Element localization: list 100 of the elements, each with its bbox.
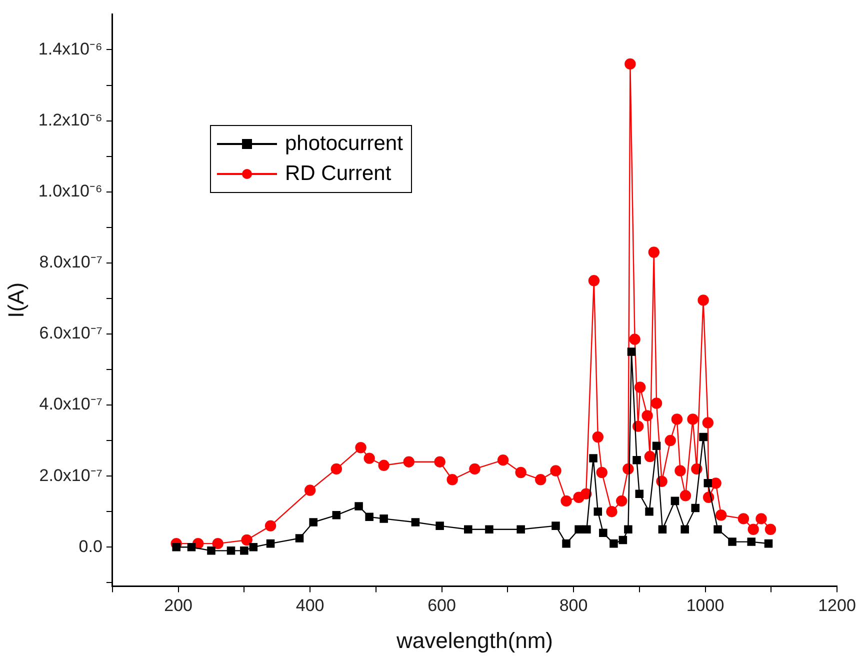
y-tick-label: 4.0x10⁻⁷ bbox=[39, 394, 102, 414]
y-tick-label: 1.4x10⁻⁶ bbox=[38, 39, 102, 58]
point bbox=[365, 512, 374, 522]
point bbox=[436, 522, 444, 530]
point bbox=[764, 524, 776, 535]
y-tick-label: 8.0x10⁻⁷ bbox=[39, 252, 102, 272]
y-tick-label: 2.0x10⁻⁷ bbox=[39, 466, 102, 485]
point bbox=[240, 546, 248, 555]
y-tick-label: 1.2x10⁻⁶ bbox=[38, 110, 102, 130]
point bbox=[516, 525, 525, 534]
point bbox=[702, 417, 714, 428]
x-tick-label: 800 bbox=[559, 596, 588, 616]
point bbox=[658, 525, 667, 534]
point bbox=[747, 538, 756, 546]
point bbox=[596, 466, 608, 478]
x-tick-label: 400 bbox=[296, 596, 324, 616]
point bbox=[226, 546, 236, 555]
point bbox=[616, 495, 628, 507]
y-tick-label: 1.0x10⁻⁶ bbox=[38, 182, 102, 201]
point bbox=[515, 466, 526, 478]
point bbox=[464, 525, 472, 534]
x-axis-title: wavelength(nm) bbox=[395, 628, 553, 653]
point bbox=[644, 450, 656, 462]
point bbox=[330, 463, 342, 475]
x-tick-label: 1000 bbox=[686, 596, 724, 616]
point bbox=[411, 518, 420, 526]
point bbox=[589, 454, 598, 462]
point bbox=[354, 502, 363, 510]
x-tick-label: 200 bbox=[164, 596, 192, 616]
point bbox=[309, 518, 318, 526]
point bbox=[691, 504, 700, 512]
point bbox=[618, 536, 628, 544]
point bbox=[664, 434, 676, 446]
point bbox=[629, 334, 640, 345]
point bbox=[355, 442, 366, 454]
point bbox=[249, 542, 258, 552]
point bbox=[728, 538, 736, 546]
point bbox=[594, 507, 602, 516]
point bbox=[627, 348, 636, 356]
point bbox=[610, 539, 618, 548]
point bbox=[172, 542, 180, 552]
point bbox=[756, 513, 767, 524]
point bbox=[497, 454, 509, 466]
point bbox=[648, 246, 660, 258]
legend-label: photocurrent bbox=[285, 131, 403, 157]
x-tick-label: 1200 bbox=[818, 596, 856, 616]
point bbox=[562, 539, 570, 548]
point bbox=[680, 490, 692, 502]
point bbox=[380, 514, 388, 523]
point bbox=[364, 452, 375, 464]
point bbox=[674, 465, 686, 476]
point bbox=[671, 414, 683, 425]
point bbox=[652, 442, 661, 450]
y-tick-label: 6.0x10⁻⁷ bbox=[39, 324, 102, 343]
point bbox=[634, 382, 646, 393]
point bbox=[642, 410, 653, 422]
point bbox=[446, 474, 458, 486]
point bbox=[599, 528, 608, 538]
point bbox=[295, 534, 304, 542]
point bbox=[378, 460, 390, 472]
point bbox=[580, 488, 592, 500]
point bbox=[332, 511, 341, 520]
point bbox=[304, 484, 316, 496]
point bbox=[710, 478, 722, 489]
legend-label: RD Current bbox=[285, 161, 392, 187]
point bbox=[187, 542, 196, 552]
point bbox=[534, 474, 546, 486]
point bbox=[434, 456, 446, 468]
point bbox=[550, 465, 562, 476]
point bbox=[592, 431, 604, 443]
point bbox=[266, 539, 275, 548]
point bbox=[714, 525, 722, 534]
point bbox=[264, 520, 276, 532]
point bbox=[738, 513, 750, 524]
point bbox=[670, 496, 680, 506]
point bbox=[552, 522, 560, 530]
point bbox=[699, 432, 708, 442]
point bbox=[698, 294, 709, 306]
point bbox=[574, 525, 583, 534]
point bbox=[588, 275, 600, 286]
point bbox=[212, 538, 224, 550]
point bbox=[241, 534, 252, 546]
y-axis-title: I(A) bbox=[3, 282, 28, 318]
point bbox=[403, 456, 414, 468]
point bbox=[680, 525, 689, 534]
x-tick-label: 600 bbox=[428, 596, 456, 616]
point bbox=[632, 456, 641, 464]
point bbox=[606, 506, 618, 518]
point bbox=[624, 58, 636, 70]
point bbox=[704, 479, 712, 488]
point bbox=[715, 510, 727, 521]
point bbox=[469, 463, 480, 475]
point bbox=[650, 398, 662, 409]
point bbox=[764, 539, 773, 548]
point bbox=[560, 495, 572, 507]
point bbox=[645, 507, 654, 516]
point bbox=[748, 524, 759, 535]
point bbox=[635, 490, 644, 498]
point bbox=[624, 525, 632, 534]
point bbox=[582, 525, 591, 534]
